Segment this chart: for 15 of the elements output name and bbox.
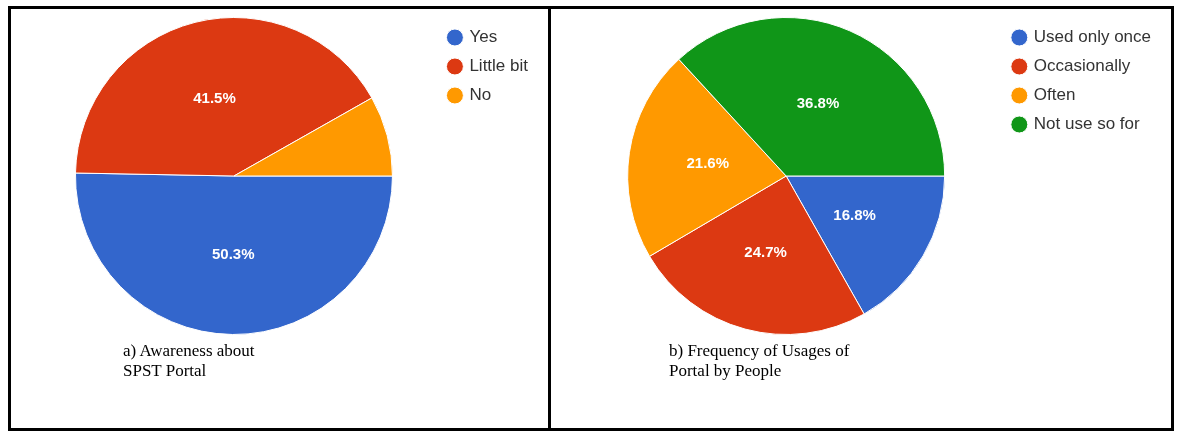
data-label: 50.3% — [211, 245, 255, 263]
legend-label: No — [469, 85, 492, 105]
legend-label: Occasionally — [1033, 56, 1131, 76]
legend-label: Often — [1033, 85, 1076, 105]
data-label: 24.7% — [744, 242, 787, 260]
data-label: 41.5% — [193, 89, 236, 107]
data-label: 21.6% — [686, 154, 730, 172]
data-label: 16.8% — [833, 206, 876, 224]
data-label: 36.8% — [796, 93, 840, 111]
legend-label: Not use so for — [1033, 114, 1140, 134]
text: b) Frequency of Usages of Portal by People — [669, 341, 851, 381]
legend-label: Little bit — [469, 56, 529, 76]
text: a) Awareness about SPST Portal — [123, 341, 256, 381]
legend-label: Yes — [469, 27, 498, 47]
legend-label: Used only once — [1033, 27, 1152, 47]
